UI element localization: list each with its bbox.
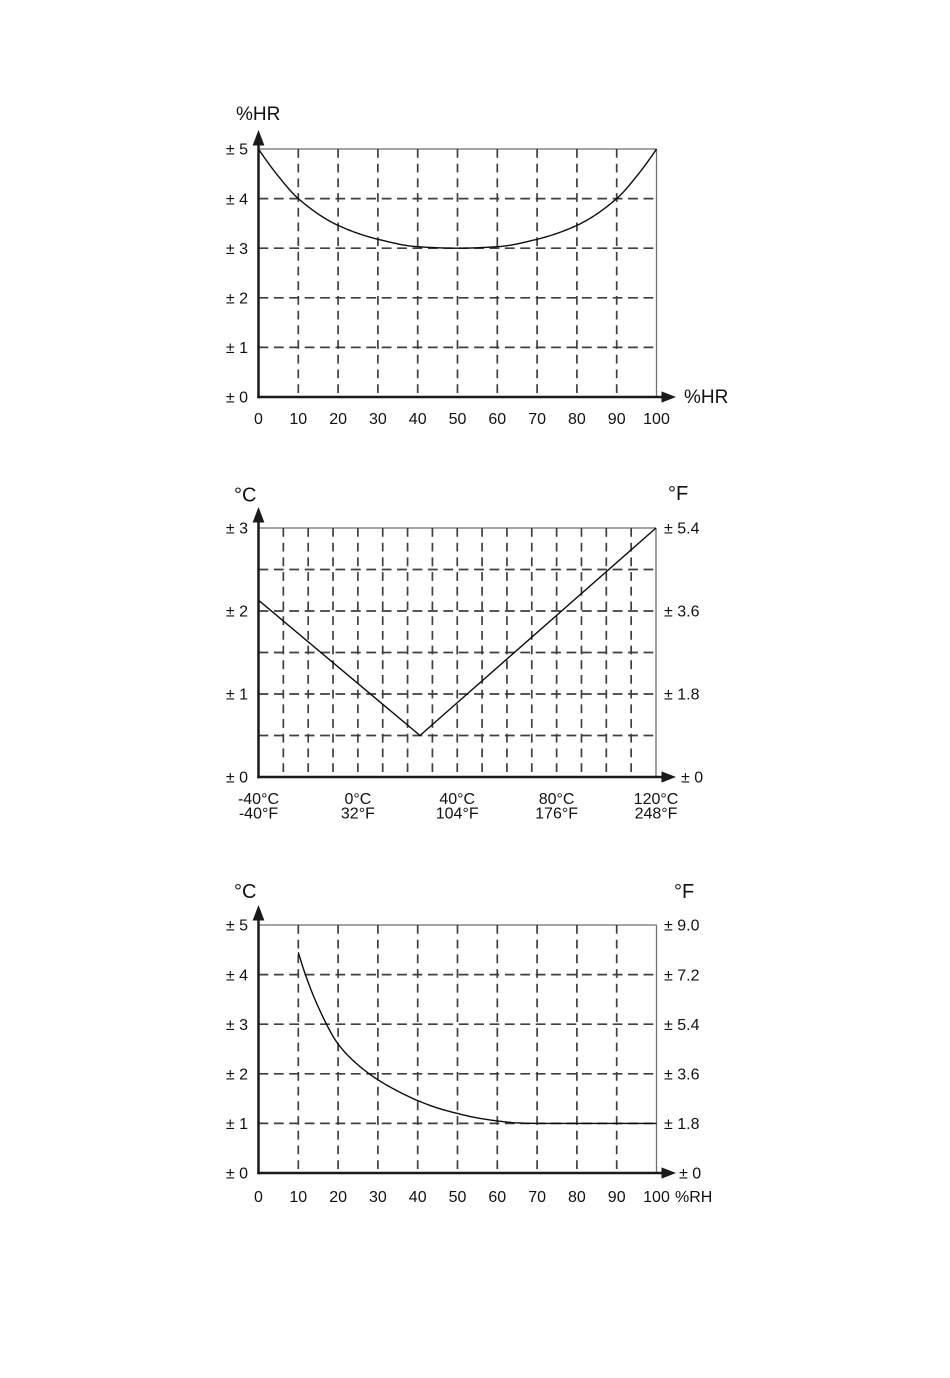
svg-text:0°C: 0°C bbox=[344, 791, 371, 808]
svg-text:176°F: 176°F bbox=[535, 806, 578, 823]
svg-text:± 0: ± 0 bbox=[226, 770, 248, 787]
svg-text:± 0: ± 0 bbox=[226, 390, 248, 407]
svg-text:± 5: ± 5 bbox=[226, 918, 248, 935]
svg-text:± 5.4: ± 5.4 bbox=[664, 521, 700, 538]
svg-text:± 5: ± 5 bbox=[226, 142, 248, 159]
svg-text:± 2: ± 2 bbox=[226, 291, 248, 308]
svg-text:40: 40 bbox=[409, 1189, 427, 1206]
svg-text:± 9.0: ± 9.0 bbox=[664, 918, 700, 935]
svg-text:70: 70 bbox=[528, 1189, 546, 1206]
svg-text:70: 70 bbox=[528, 411, 546, 428]
svg-text:± 3: ± 3 bbox=[226, 241, 248, 258]
svg-text:32°F: 32°F bbox=[341, 806, 375, 823]
svg-text:10: 10 bbox=[289, 1189, 307, 1206]
svg-text:± 1: ± 1 bbox=[226, 340, 248, 357]
svg-text:80°C: 80°C bbox=[539, 791, 575, 808]
svg-text:80: 80 bbox=[568, 411, 586, 428]
svg-text:%HR: %HR bbox=[684, 387, 728, 408]
svg-text:50: 50 bbox=[449, 411, 467, 428]
svg-text:30: 30 bbox=[369, 1189, 387, 1206]
svg-text:°C: °C bbox=[234, 485, 256, 507]
svg-text:20: 20 bbox=[329, 1189, 347, 1206]
svg-text:± 0: ± 0 bbox=[681, 770, 703, 787]
svg-text:80: 80 bbox=[568, 1189, 586, 1206]
svg-text:248°F: 248°F bbox=[635, 806, 678, 823]
svg-text:°F: °F bbox=[668, 483, 688, 505]
svg-text:104°F: 104°F bbox=[436, 806, 479, 823]
svg-text:90: 90 bbox=[608, 411, 626, 428]
svg-text:°F: °F bbox=[674, 881, 694, 903]
svg-text:± 1: ± 1 bbox=[226, 687, 248, 704]
svg-text:± 0: ± 0 bbox=[679, 1166, 701, 1183]
svg-text:90: 90 bbox=[608, 1189, 626, 1206]
svg-text:± 2: ± 2 bbox=[226, 1067, 248, 1084]
svg-text:10: 10 bbox=[289, 411, 307, 428]
svg-text:20: 20 bbox=[329, 411, 347, 428]
svg-text:40°C: 40°C bbox=[439, 791, 475, 808]
svg-text:40: 40 bbox=[409, 411, 427, 428]
svg-text:%HR: %HR bbox=[236, 104, 280, 125]
svg-text:30: 30 bbox=[369, 411, 387, 428]
svg-text:± 4: ± 4 bbox=[226, 967, 248, 984]
svg-text:-40°F: -40°F bbox=[239, 806, 279, 823]
svg-text:± 3: ± 3 bbox=[226, 1017, 248, 1034]
svg-text:100: 100 bbox=[643, 411, 670, 428]
svg-text:60: 60 bbox=[488, 1189, 506, 1206]
svg-text:± 1.8: ± 1.8 bbox=[664, 1116, 700, 1133]
svg-text:± 1.8: ± 1.8 bbox=[664, 687, 700, 704]
svg-text:50: 50 bbox=[449, 1189, 467, 1206]
svg-text:± 5.4: ± 5.4 bbox=[664, 1017, 700, 1034]
svg-text:°C: °C bbox=[234, 881, 256, 903]
svg-text:± 1: ± 1 bbox=[226, 1116, 248, 1133]
svg-text:± 3: ± 3 bbox=[226, 521, 248, 538]
svg-text:± 2: ± 2 bbox=[226, 604, 248, 621]
svg-text:0: 0 bbox=[254, 411, 263, 428]
svg-text:± 3.6: ± 3.6 bbox=[664, 604, 700, 621]
svg-text:± 0: ± 0 bbox=[226, 1166, 248, 1183]
svg-text:± 7.2: ± 7.2 bbox=[664, 967, 700, 984]
svg-text:-40°C: -40°C bbox=[238, 791, 279, 808]
svg-text:± 4: ± 4 bbox=[226, 191, 248, 208]
svg-text:%RH: %RH bbox=[675, 1189, 712, 1206]
svg-text:± 3.6: ± 3.6 bbox=[664, 1067, 700, 1084]
svg-text:120°C: 120°C bbox=[634, 791, 679, 808]
svg-text:100: 100 bbox=[643, 1189, 670, 1206]
svg-text:0: 0 bbox=[254, 1189, 263, 1206]
svg-text:60: 60 bbox=[488, 411, 506, 428]
